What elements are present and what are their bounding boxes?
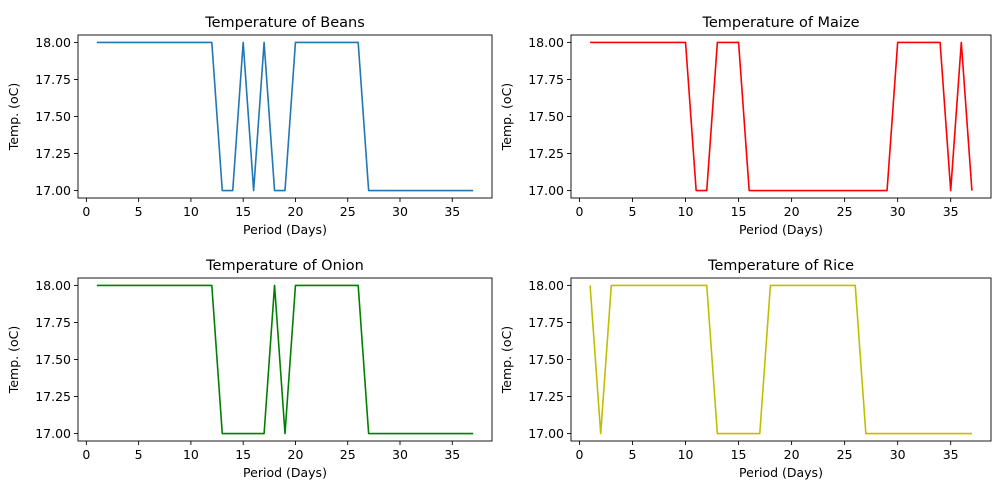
y-tick-label: 17.25 xyxy=(528,146,564,161)
series-line-beans xyxy=(96,41,474,192)
x-tick-label: 5 xyxy=(629,204,637,219)
x-tick-label: 35 xyxy=(444,204,460,219)
axes-frame xyxy=(77,34,493,199)
chart-title: Temperature of Onion xyxy=(205,258,364,274)
y-tick-label: 17.75 xyxy=(35,315,71,330)
x-tick-label: 15 xyxy=(235,204,251,219)
x-tick-label: 30 xyxy=(392,204,408,219)
chart-title: Temperature of Beans xyxy=(204,15,365,31)
y-tick-label: 17.25 xyxy=(35,389,71,404)
x-tick-label: 15 xyxy=(731,447,747,462)
x-tick-label: 0 xyxy=(82,447,90,462)
y-axis-label: Temp. (oC) xyxy=(499,83,514,151)
axes-frame xyxy=(570,277,992,442)
y-tick-label: 17.75 xyxy=(528,315,564,330)
x-tick-label: 5 xyxy=(135,447,143,462)
y-tick-label: 17.00 xyxy=(528,426,564,441)
chart-title: Temperature of Maize xyxy=(701,15,859,31)
chart-panel-rice: 0 5 10 15 20 25 30 35 17.00 17.25 17.50 17.75 18.00 T… xyxy=(499,258,992,480)
x-tick-label: 25 xyxy=(837,204,853,219)
x-tick-label: 25 xyxy=(340,447,356,462)
x-axis-label: Period (Days) xyxy=(243,465,327,480)
x-tick-label: 15 xyxy=(235,447,251,462)
x-tick-label: 5 xyxy=(629,447,637,462)
x-tick-label: 5 xyxy=(135,204,143,219)
y-tick-label: 17.50 xyxy=(528,109,564,124)
x-tick-label: 20 xyxy=(784,204,800,219)
x-tick-label: 15 xyxy=(731,204,747,219)
y-tick-label: 18.00 xyxy=(528,35,564,50)
x-axis-label: Period (Days) xyxy=(739,222,823,237)
series-line-onion xyxy=(96,284,474,435)
y-tick-label: 17.50 xyxy=(528,352,564,367)
x-tick-label: 10 xyxy=(183,447,199,462)
chart-title: Temperature of Rice xyxy=(707,258,854,274)
x-tick-label: 10 xyxy=(678,447,694,462)
y-axis-label: Temp. (oC) xyxy=(6,326,21,394)
chart-panel-beans: 0 5 10 15 20 25 30 35 17.00 17.25 17.50 17.75 18.00 T… xyxy=(6,15,493,237)
y-tick-label: 17.75 xyxy=(35,72,71,87)
x-tick-label: 35 xyxy=(444,447,460,462)
x-tick-label: 20 xyxy=(784,447,800,462)
x-tick-label: 30 xyxy=(392,447,408,462)
y-axis-label: Temp. (oC) xyxy=(499,326,514,394)
x-tick-label: 0 xyxy=(576,447,584,462)
series-line-maize xyxy=(590,41,973,192)
x-tick-label: 0 xyxy=(82,204,90,219)
chart-panel-maize: 0 5 10 15 20 25 30 35 17.00 17.25 17.50 17.75 18.00 T… xyxy=(499,15,992,237)
y-tick-label: 17.00 xyxy=(528,183,564,198)
y-tick-label: 18.00 xyxy=(35,278,71,293)
x-axis-label: Period (Days) xyxy=(243,222,327,237)
x-tick-label: 25 xyxy=(340,204,356,219)
x-tick-label: 35 xyxy=(943,447,959,462)
x-tick-label: 10 xyxy=(678,204,694,219)
y-axis-label: Temp. (oC) xyxy=(6,83,21,151)
x-tick-label: 30 xyxy=(890,204,906,219)
y-tick-label: 17.75 xyxy=(528,72,564,87)
y-tick-label: 17.00 xyxy=(35,426,71,441)
y-tick-label: 17.00 xyxy=(35,183,71,198)
y-tick-label: 18.00 xyxy=(35,35,71,50)
x-tick-label: 20 xyxy=(288,204,304,219)
x-tick-label: 35 xyxy=(943,204,959,219)
axes-frame xyxy=(77,277,493,442)
y-tick-label: 17.25 xyxy=(528,389,564,404)
x-tick-label: 20 xyxy=(288,447,304,462)
x-tick-label: 25 xyxy=(837,447,853,462)
y-tick-label: 18.00 xyxy=(528,278,564,293)
y-tick-label: 17.50 xyxy=(35,109,71,124)
y-tick-label: 17.25 xyxy=(35,146,71,161)
x-tick-label: 30 xyxy=(890,447,906,462)
x-tick-label: 0 xyxy=(576,204,584,219)
x-tick-label: 10 xyxy=(183,204,199,219)
series-line-rice xyxy=(589,284,972,435)
x-axis-label: Period (Days) xyxy=(739,465,823,480)
y-tick-label: 17.50 xyxy=(35,352,71,367)
chart-panel-onion: 0 5 10 15 20 25 30 35 17.00 17.25 17.50 17.75 18.00 T… xyxy=(6,258,493,480)
axes-frame xyxy=(570,34,992,199)
